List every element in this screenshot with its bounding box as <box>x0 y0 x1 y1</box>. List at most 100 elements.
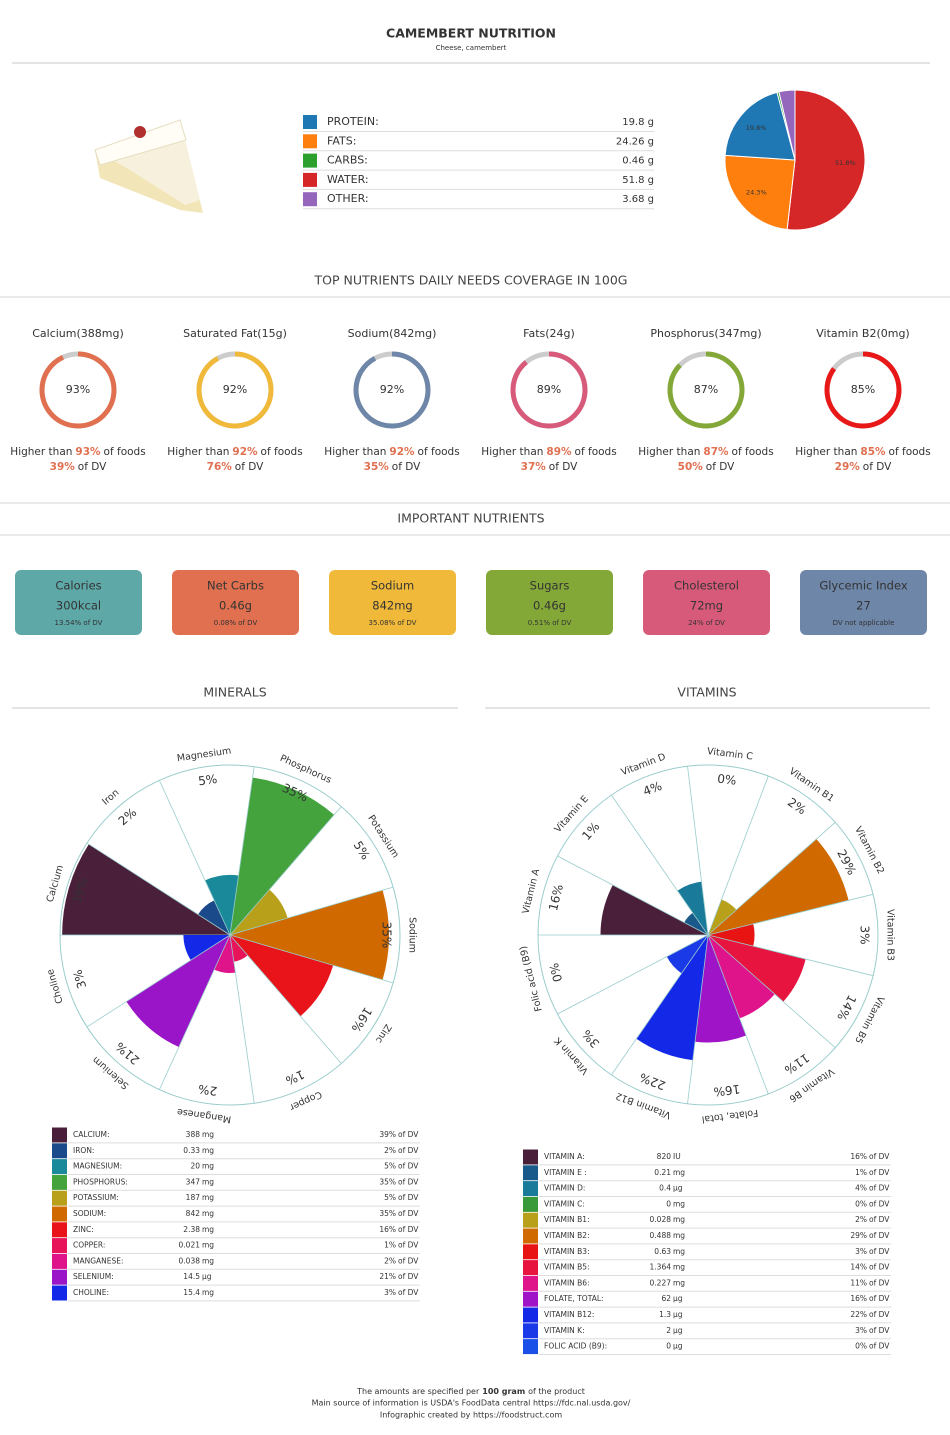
nutrient-unit: mg <box>202 1146 214 1155</box>
pie-slice <box>778 89 796 161</box>
coverage-text: Higher than 89% of foods <box>481 446 616 458</box>
polar-wedge <box>230 935 248 962</box>
polar-value-label: 1% <box>283 1067 306 1088</box>
text-part: of foods <box>889 446 931 458</box>
dv: 29% <box>835 461 861 473</box>
coverage-text: Higher than 85% of foods <box>795 446 930 458</box>
polar-wedge <box>708 935 806 1002</box>
nutrient-name: VITAMIN C: <box>544 1199 585 1208</box>
of-dv: of DV <box>869 1215 890 1224</box>
of-dv: of DV <box>869 1326 890 1335</box>
polar-category: Vitamin B3 <box>885 909 896 961</box>
coverage-title: Calcium(388mg) <box>32 327 124 340</box>
nutrient-amount: 820 <box>657 1152 672 1161</box>
ring-label: 93% <box>66 383 90 396</box>
table-swatch <box>523 1149 538 1165</box>
polar-wedge <box>62 844 230 935</box>
text-part: of DV <box>78 461 107 473</box>
text-part: of DV <box>235 461 264 473</box>
ring-progress <box>824 351 902 429</box>
polar-value-label: 3% <box>858 925 872 944</box>
spoke <box>229 766 255 936</box>
nutrient-unit: IU <box>673 1152 681 1161</box>
polar-wedge <box>677 881 708 935</box>
table-swatch <box>52 1206 67 1222</box>
nutrient-amount: 187 <box>186 1193 201 1202</box>
nutrient-unit: mg <box>202 1177 214 1186</box>
text-part: of foods <box>261 446 303 458</box>
of-dv: of DV <box>869 1247 890 1256</box>
nutrient-name: SODIUM: <box>73 1209 106 1218</box>
ring-label: 87% <box>694 383 718 396</box>
polar-category: Folate, total <box>701 1107 759 1125</box>
pie-slice <box>724 154 796 231</box>
spoke <box>611 934 709 1076</box>
spoke <box>707 893 874 936</box>
coverage-title: Vitamin B2(0mg) <box>816 327 909 340</box>
pie-slice <box>786 89 866 231</box>
table-swatch <box>523 1323 538 1339</box>
nutrient-amount: 0.488 <box>650 1231 672 1240</box>
dv: 76% <box>207 461 233 473</box>
nutrient-name: VITAMIN K: <box>544 1326 585 1335</box>
nutrient-unit: mg <box>673 1247 685 1256</box>
nutrient-name: ZINC: <box>73 1225 94 1234</box>
table-swatch <box>52 1222 67 1238</box>
nutrient-amount: 0.33 <box>183 1146 200 1155</box>
nutrient-name: IRON: <box>73 1146 94 1155</box>
ring-label: 92% <box>380 383 404 396</box>
nutrient-dv: 22% <box>850 1310 867 1319</box>
macro-amount: 51.8 g <box>622 175 654 186</box>
nutrient-dv: 5% <box>384 1193 396 1202</box>
table-swatch <box>523 1260 538 1276</box>
card-sub: 0.08% of DV <box>214 619 258 627</box>
polar-category: Zinc <box>373 1022 393 1045</box>
polar-wedge <box>695 935 747 1043</box>
of-dv: of DV <box>869 1231 890 1240</box>
nutrient-card <box>15 570 142 635</box>
polar-value-label: 21% <box>113 1039 142 1067</box>
legend-swatch <box>303 172 317 187</box>
rank: 93% <box>75 446 101 458</box>
coverage-title: Sodium(842mg) <box>348 327 437 340</box>
nutrient-unit: mg <box>673 1231 685 1240</box>
table-swatch <box>523 1244 538 1260</box>
of-dv: of DV <box>869 1184 890 1193</box>
of-dv: of DV <box>869 1342 890 1351</box>
macro-name: FATS: <box>327 134 356 147</box>
polar-value-label: 5% <box>351 839 373 863</box>
nutrient-amount: 0.227 <box>650 1278 672 1287</box>
polar-wedge <box>708 923 755 947</box>
nutrient-unit: mg <box>202 1193 214 1202</box>
nutrient-dv: 21% <box>379 1272 396 1281</box>
text-part: Higher than <box>481 446 543 458</box>
nutrient-name: MAGNESIUM: <box>73 1162 122 1171</box>
polar-category: Calcium <box>45 864 66 904</box>
nutrient-amount: 0.038 <box>179 1256 201 1265</box>
rank: 92% <box>389 446 415 458</box>
text-part: of foods <box>575 446 617 458</box>
title: CAMEMBERT NUTRITION <box>386 26 556 41</box>
text-part: of DV <box>549 461 578 473</box>
text-part: of foods <box>418 446 460 458</box>
polar-wedge <box>600 885 708 935</box>
spoke <box>229 934 255 1104</box>
ring-label: 92% <box>223 383 247 396</box>
section-title: VITAMINS <box>677 685 736 700</box>
card-sub: 0.51% of DV <box>528 619 572 627</box>
of-dv: of DV <box>398 1177 419 1186</box>
nutrient-dv: 4% <box>855 1184 867 1193</box>
table-swatch <box>52 1174 67 1190</box>
polar-category: Iron <box>100 787 121 807</box>
nutrient-dv: 1% <box>855 1168 867 1177</box>
nutrient-card <box>486 570 613 635</box>
ring-progress <box>39 351 117 429</box>
nutrient-unit: mg <box>673 1263 685 1272</box>
nutrient-unit: mg <box>202 1130 214 1139</box>
nutrient-name: VITAMIN B5: <box>544 1263 590 1272</box>
polar-category: Copper <box>288 1088 324 1112</box>
nutrient-amount: 0 <box>666 1199 671 1208</box>
spoke <box>687 934 709 1104</box>
card-sub: 35.08% of DV <box>369 619 417 627</box>
